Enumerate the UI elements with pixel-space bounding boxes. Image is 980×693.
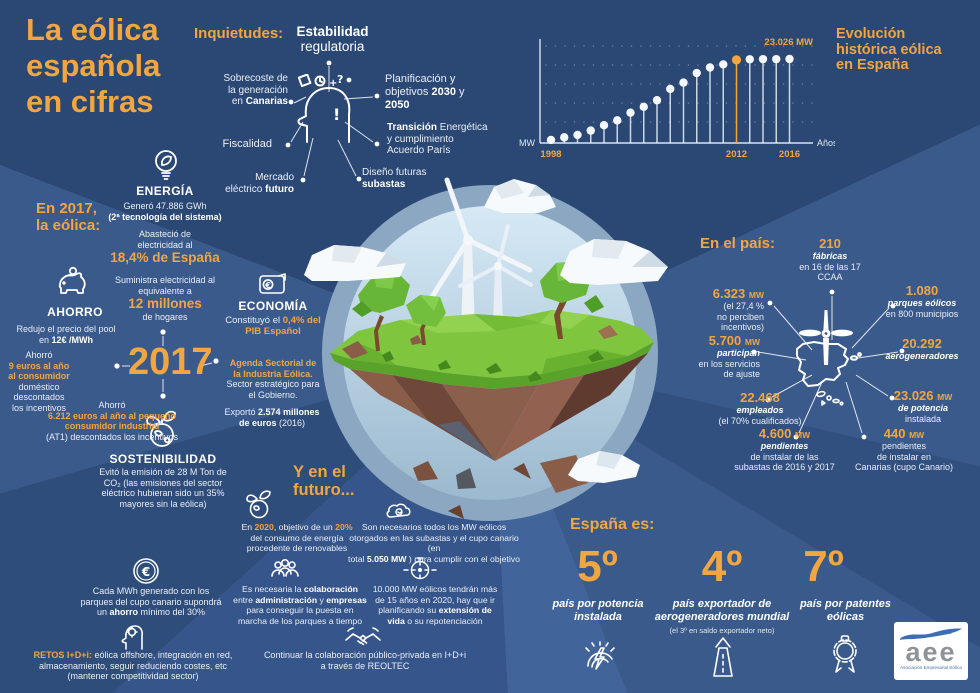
- rank-4-label: país exportador de aerogeneradores mundia…: [654, 598, 790, 635]
- svg-text:2016: 2016: [779, 149, 800, 160]
- aee-wave-graphic: [899, 628, 963, 640]
- wind-turbine-large: [429, 177, 533, 333]
- chart-title: Evolución histórica eólica en España: [836, 26, 942, 73]
- economia-exporto: Exportó 2.574 millones de euros (2016): [224, 407, 320, 428]
- stat-fabricas: 210 fábricas en 16 de las 17 CCAA: [799, 236, 861, 283]
- piggy-bank-icon: [58, 266, 86, 294]
- concern-sobrecoste: Sobrecoste de la generación en Canarias: [223, 73, 289, 107]
- innovation-head-gear-icon: [121, 625, 143, 650]
- rank-5-label: país por potencia instalada: [552, 598, 644, 623]
- wind-cloud-icon: [386, 503, 411, 518]
- svg-text:1998: 1998: [540, 149, 561, 160]
- stat-5700mw: 5.700 MW participan en los servicios de aju…: [698, 333, 760, 380]
- handshake-icon: [345, 627, 381, 646]
- svg-text:Años: Años: [817, 138, 835, 148]
- economia-pib: Constituyó el 0,4% del PIB Español: [225, 315, 321, 337]
- energy-bulb-icon: [155, 150, 177, 180]
- concern-planificacion: Planificación y objetivos 2030 y 2050: [385, 73, 465, 111]
- rank-5-number: 5º: [577, 542, 618, 591]
- svg-text:!: !: [333, 105, 340, 124]
- sostenibilidad-header: SOSTENIBILIDAD: [109, 452, 217, 466]
- inquietudes-label: Inquietudes:: [194, 25, 284, 42]
- energia-genero: Generó 47.886 GWh (2ª tecnología del sist…: [108, 201, 222, 222]
- ahorro-consumidor: Ahorró 9 euros al año al consumidor domésti…: [8, 350, 70, 413]
- svg-text:+: +: [329, 78, 337, 89]
- svg-text:€: €: [264, 281, 271, 290]
- euro-coin-icon: €: [133, 558, 159, 584]
- rank-4-number: 4º: [701, 542, 743, 591]
- floating-island-illustration: [304, 177, 668, 521]
- wind-turbine-small: [458, 224, 533, 325]
- banknote-icon: €: [259, 273, 286, 294]
- ahorro-redujo: Redujo el precio del pool en 12€ /MWh: [16, 324, 116, 345]
- futuro-title: Y en el futuro...: [293, 463, 355, 499]
- sostenibilidad-body: Evitó la emisión de 28 M Ton de CO₂ (las …: [99, 467, 227, 509]
- futuro-subastas: Son necesarios todos los MW eólicos otorg…: [348, 522, 520, 564]
- aee-logo-text: aee: [905, 637, 957, 667]
- page-title: La eólica española en cifras: [26, 12, 161, 119]
- economia-header: ECONOMÍA: [238, 299, 308, 313]
- cupo-canario-text: Cada MWh generado con los parques del cup…: [80, 586, 222, 617]
- stat-440mw: 440 MW pendientes de instalar en Canarias (…: [854, 426, 954, 473]
- futuro-renovables: En 2020, objetivo de un 20% del consumo d…: [241, 522, 353, 553]
- people-collaboration-icon: [271, 558, 299, 577]
- stat-6323mw: 6.323 MW (el 27,4 % no perciben incentivos…: [712, 286, 764, 333]
- concern-estabilidad: Estabilidad regulatoria: [296, 24, 369, 54]
- cloud-left: [304, 245, 406, 281]
- ahorro-industrial: Ahorró 6.212 euros al año al pequeño consu…: [46, 400, 178, 442]
- wind-capacity-chart: 23.026 MW MW Años 1998 2012 2016: [519, 37, 835, 160]
- energia-abastecio: Abasteció de electricidad al 18,4% de Espa…: [110, 229, 220, 265]
- futuro-repotenciacion: 10.000 MW eólicos tendrán más de 15 años …: [372, 584, 498, 626]
- cloud-top: [484, 179, 556, 213]
- export-road-icon: [713, 637, 733, 677]
- time-planning-icon: [403, 557, 437, 580]
- pais-label: En el país:: [700, 235, 776, 252]
- en-2017-label: En 2017, la eólica:: [36, 200, 101, 234]
- espana-es-label: España es:: [570, 516, 655, 533]
- sustainability-globe-icon: [146, 410, 176, 447]
- power-installed-icon: [585, 641, 615, 670]
- stat-4600mw: 4.600 MW pendientes de instalar de las suba…: [734, 426, 835, 473]
- economia-agenda: Agenda Sectorial de la Industria Eólica. S…: [226, 358, 320, 400]
- aee-logo-tagline: Asociación Empresarial Eólica: [900, 665, 962, 670]
- retos-idi-text: RETOS I+D+i: eólica offshore, integració…: [33, 650, 233, 681]
- year-2017-hub: 2017: [128, 341, 213, 383]
- concern-diseno: Diseño futuras subastas: [362, 167, 427, 190]
- stat-1080-parques: 1.080 parques eólicos en 800 municipios: [885, 283, 959, 319]
- island-landmass: [330, 310, 654, 461]
- sprout-globe-icon: [246, 490, 271, 519]
- stat-22468-empleados: 22.468 empleados (el 70% cualificados): [718, 390, 802, 426]
- patent-medal-icon: [833, 635, 857, 673]
- stat-20292-aerogeneradores: 20.292 aerogeneradores: [885, 336, 959, 362]
- stat-23026mw: 23.026 MW de potencia instalada: [893, 388, 953, 424]
- futuro-colaboracion: Es necesaria la colaboración entre admini…: [233, 584, 367, 626]
- svg-text:MW: MW: [519, 138, 535, 148]
- futuro-reoltec: Continuar la colaboración público-privad…: [263, 650, 467, 671]
- cloud-right: [560, 239, 668, 285]
- rank-7-number: 7º: [803, 542, 844, 591]
- concern-mercado: Mercado eléctrico futuro: [225, 172, 294, 195]
- thinking-head-icon: + ? !: [297, 74, 352, 143]
- svg-text:23.026 MW: 23.026 MW: [764, 37, 813, 48]
- cloud-bottom: [568, 451, 640, 483]
- concern-transicion: Transición Energética y cumplimiento Acuer…: [387, 122, 488, 156]
- ahorro-header: AHORRO: [47, 305, 103, 319]
- aee-logo: aee Asociación Empresarial Eólica: [894, 622, 968, 680]
- svg-text:2012: 2012: [726, 149, 747, 160]
- concern-fiscalidad: Fiscalidad: [222, 138, 272, 150]
- svg-text:?: ?: [337, 74, 343, 86]
- rank-7-label: país por patentes eólicas: [799, 598, 892, 623]
- energia-header: ENERGÍA: [136, 184, 194, 198]
- svg-text:€: €: [141, 565, 150, 579]
